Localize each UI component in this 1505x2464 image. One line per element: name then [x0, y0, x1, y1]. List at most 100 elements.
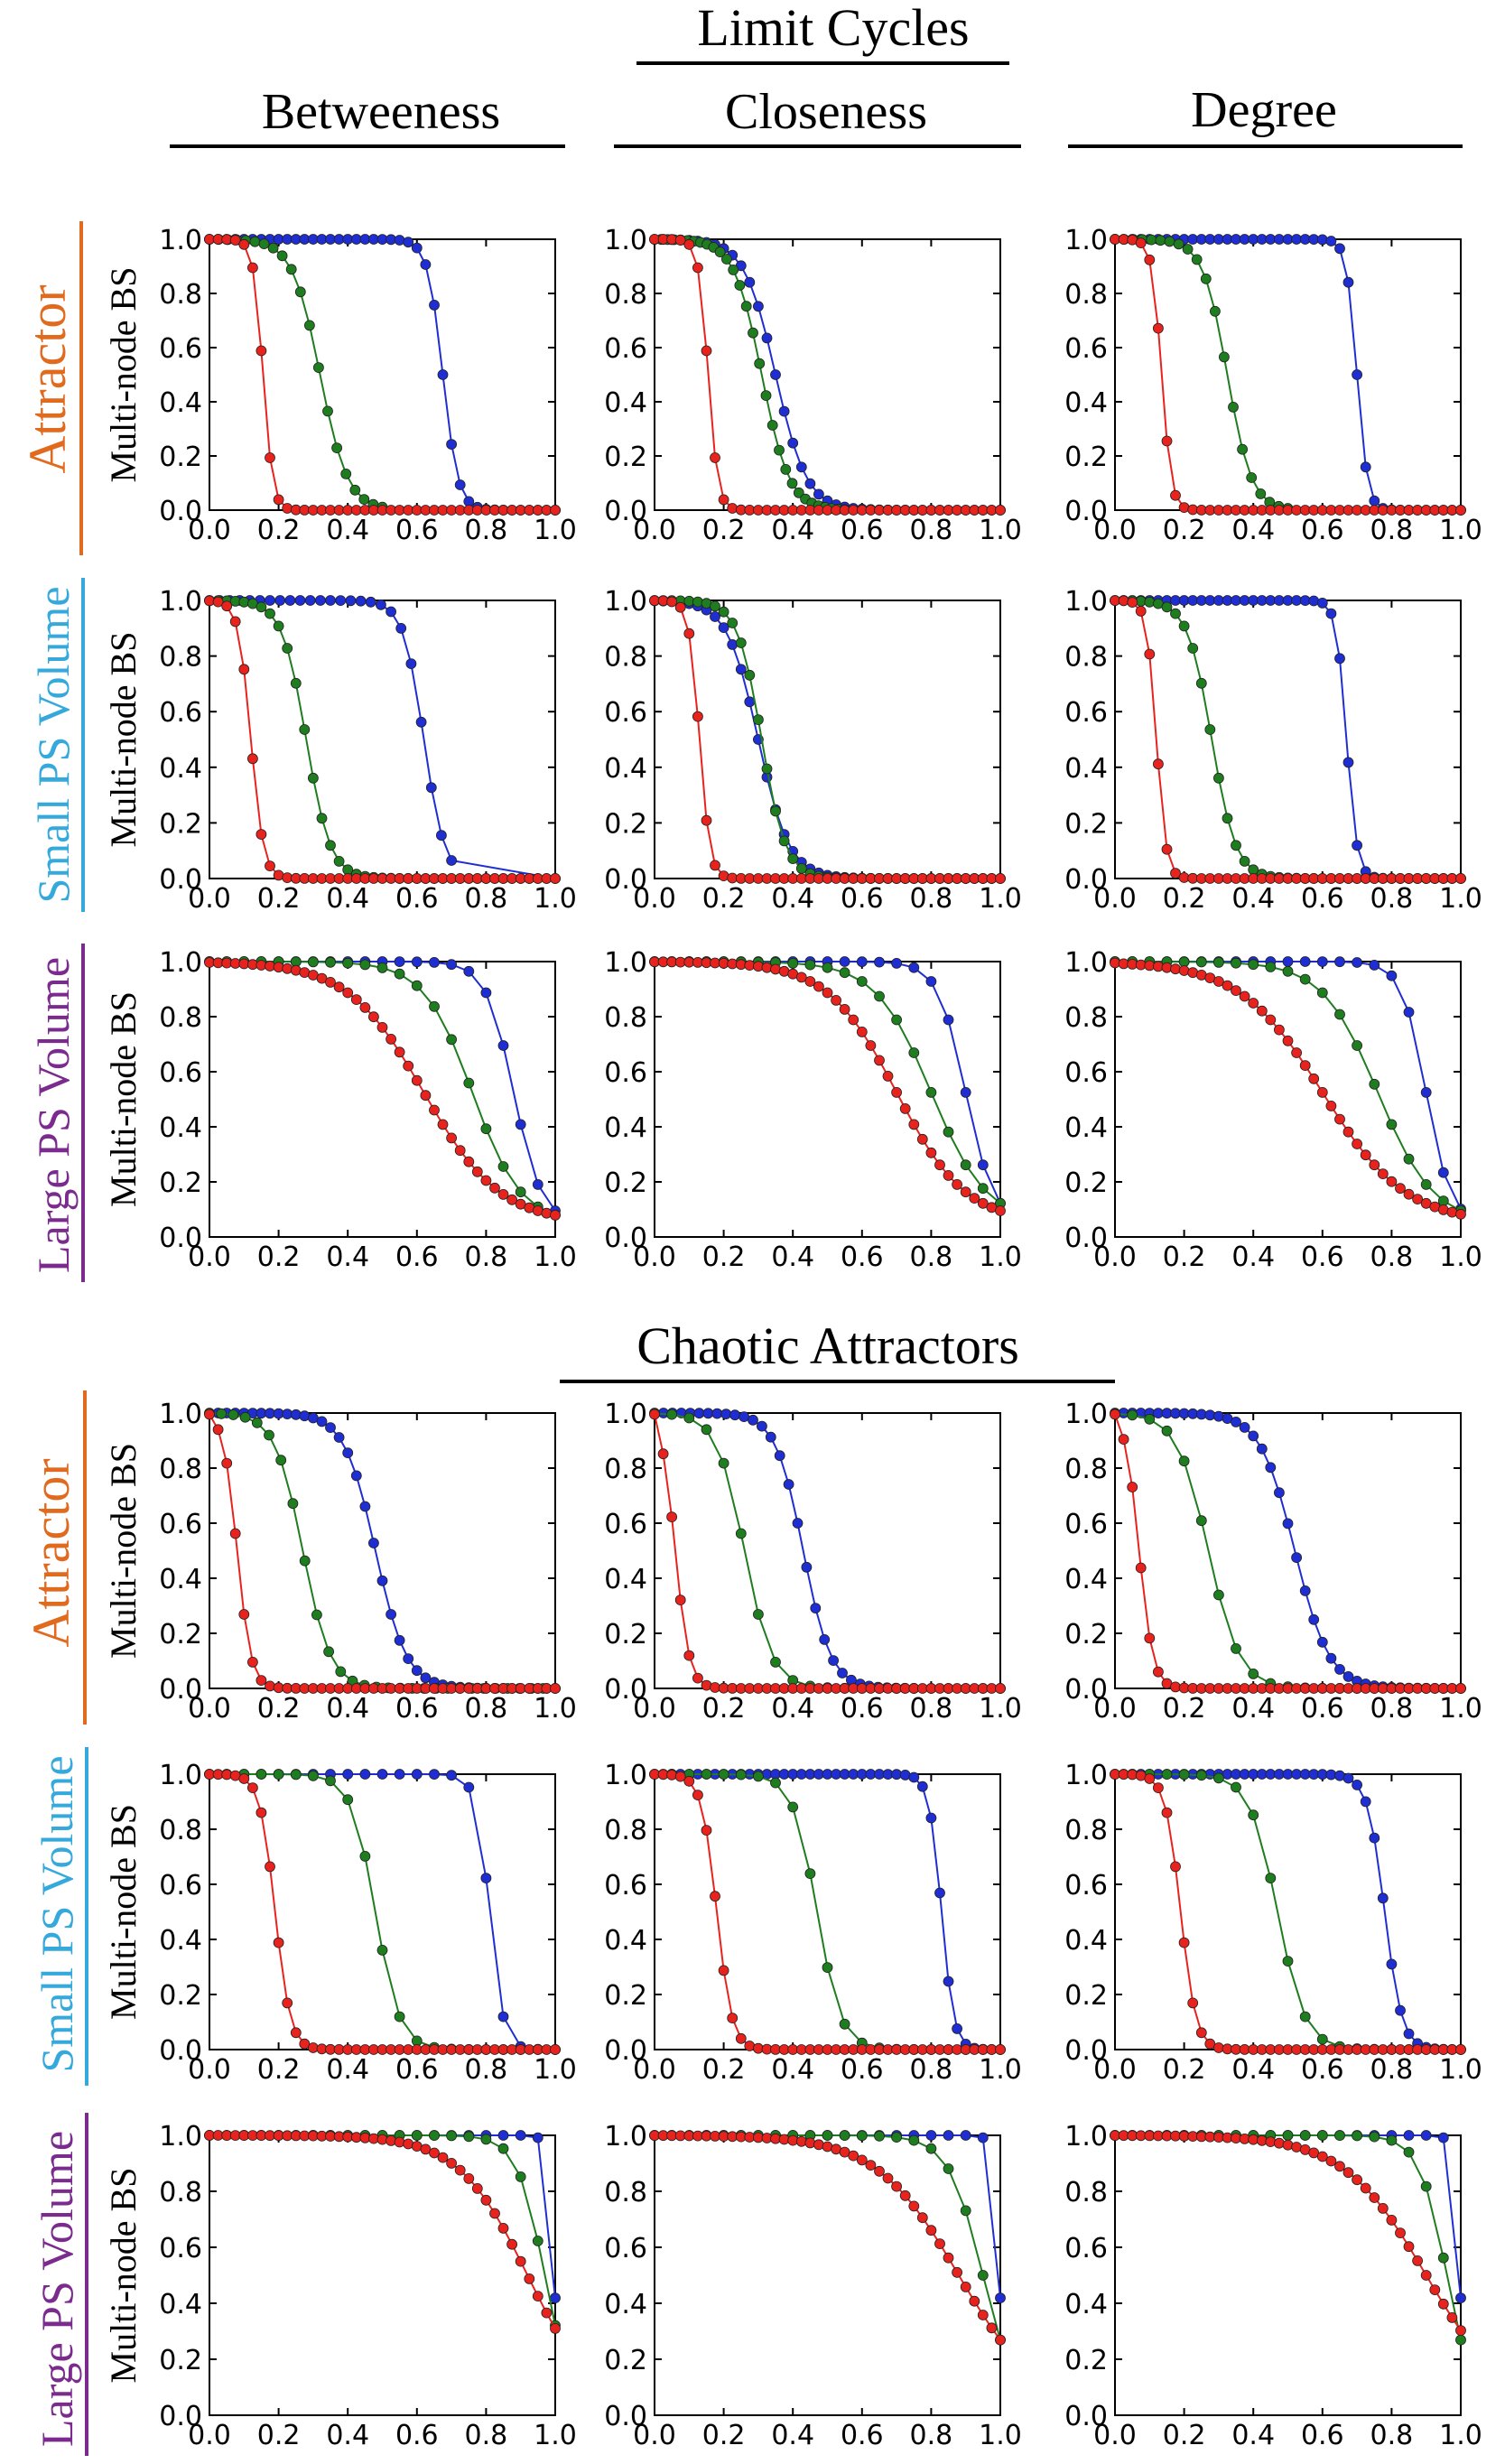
- data-point-green: [1403, 1153, 1415, 1165]
- x-tick-label: 0.6: [841, 2420, 884, 2451]
- data-point-green: [925, 2143, 937, 2154]
- data-point-red: [701, 345, 712, 357]
- data-point-green: [340, 469, 352, 479]
- data-point-blue: [274, 595, 286, 606]
- x-tick-label: 0.4: [1231, 2054, 1275, 2086]
- data-point-green: [1437, 1195, 1449, 1206]
- data-point-red: [515, 2255, 526, 2267]
- data-point-red: [273, 1937, 284, 1948]
- data-point-green: [359, 959, 371, 971]
- row-label-small-ps-volume: Small PS Volume: [32, 1755, 82, 2072]
- data-point-blue: [778, 405, 790, 417]
- x-tick-label: 0.2: [1163, 2420, 1206, 2451]
- data-point-red: [882, 1071, 894, 1082]
- data-point-blue: [710, 611, 720, 622]
- data-point-green: [446, 2130, 458, 2142]
- data-point-red: [1274, 1024, 1285, 1036]
- data-point-blue: [727, 639, 739, 650]
- data-point-red: [839, 1004, 850, 1015]
- data-point-red: [977, 1197, 989, 1209]
- data-point-green: [1248, 1669, 1259, 1679]
- data-point-green: [325, 956, 336, 968]
- data-point-blue: [1352, 957, 1362, 968]
- data-point-blue: [693, 1408, 705, 1419]
- data-point-red: [229, 1528, 241, 1539]
- y-tick-label: 0.0: [1064, 2401, 1108, 2432]
- data-point-red: [718, 494, 729, 506]
- data-point-red: [874, 2165, 885, 2177]
- x-tick-label: 0.8: [910, 883, 953, 915]
- data-point-blue: [284, 595, 296, 606]
- y-tick-label: 0.6: [1064, 1870, 1108, 1901]
- y-tick-label: 1.0: [159, 1760, 202, 1791]
- data-point-blue: [891, 958, 902, 969]
- y-tick-label: 0.0: [159, 2035, 202, 2067]
- data-point-green: [394, 968, 405, 980]
- data-point-red: [1403, 2241, 1415, 2253]
- data-point-red: [718, 870, 729, 881]
- data-point-blue: [1213, 1410, 1224, 1422]
- y-tick-label: 1.0: [604, 2121, 647, 2153]
- data-point-red: [943, 1170, 954, 1181]
- data-point-green: [287, 1498, 299, 1510]
- data-point-green: [376, 962, 388, 973]
- data-point-red: [550, 1210, 561, 1221]
- data-point-green: [1213, 1589, 1224, 1601]
- series-line-blue: [209, 2134, 556, 2299]
- data-point-red: [229, 616, 241, 628]
- data-point-red: [1395, 1183, 1406, 1195]
- data-point-blue: [420, 1672, 432, 1684]
- data-point-blue: [774, 1450, 785, 1462]
- y-tick-label: 0.6: [604, 1057, 647, 1089]
- data-point-red: [273, 962, 284, 973]
- x-tick-label: 0.8: [465, 2054, 508, 2086]
- data-point-blue: [437, 369, 449, 380]
- chart-panel: 0.0 0.2 0.4 0.6 0.8 1.0 0.0 0.2 0.4 0.6 0.8 1.0: [1064, 1760, 1482, 2086]
- x-tick-label: 0.8: [1370, 883, 1414, 915]
- data-point-blue: [720, 1409, 732, 1419]
- x-tick-label: 0.2: [702, 515, 746, 546]
- data-point-red: [1325, 1101, 1337, 1111]
- data-point-blue: [365, 596, 376, 608]
- data-point-red: [1352, 1139, 1362, 1149]
- y-tick-label: 0.6: [159, 1509, 202, 1540]
- chart-panel: 0.0 0.2 0.4 0.6 0.8 1.0 0.0 0.2 0.4 0.6 0.8 1.0: [604, 586, 1022, 915]
- data-point-red: [701, 814, 712, 826]
- x-tick-label: 0.8: [910, 515, 953, 546]
- data-point-blue: [1352, 1780, 1362, 1790]
- data-point-blue: [739, 1411, 749, 1422]
- data-point-green: [1170, 608, 1181, 619]
- data-point-red: [683, 628, 695, 639]
- chart-panel: 0.0 0.2 0.4 0.6 0.8 1.0 0.0 0.2 0.4 0.6 0.8 1.0: [1064, 586, 1482, 915]
- data-point-blue: [711, 1408, 723, 1419]
- x-tick-label: 1.0: [534, 883, 577, 915]
- y-tick-label: 0.8: [1064, 279, 1108, 311]
- data-point-green: [822, 1962, 833, 1974]
- data-point-red: [1282, 2139, 1294, 2151]
- y-tick-label: 0.8: [159, 1002, 202, 1034]
- data-point-green: [701, 1424, 712, 1436]
- y-tick-label: 0.8: [1064, 1815, 1108, 1846]
- y-tick-label: 1.0: [604, 586, 647, 618]
- data-point-red: [1342, 1126, 1354, 1138]
- data-point-green: [239, 1411, 251, 1423]
- data-point-green: [960, 1159, 971, 1171]
- data-point-blue: [1420, 2130, 1432, 2141]
- data-point-red: [1135, 606, 1147, 617]
- x-tick-label: 0.8: [1370, 1241, 1414, 1273]
- data-point-green: [839, 967, 850, 979]
- y-axis-label: Multi-node BS: [103, 632, 144, 848]
- data-point-green: [1237, 443, 1248, 455]
- x-tick-label: 0.0: [1093, 883, 1137, 915]
- data-point-red: [1204, 2038, 1216, 2050]
- data-point-red: [532, 2291, 543, 2302]
- data-point-blue: [828, 1655, 839, 1666]
- data-point-blue: [837, 1668, 848, 1678]
- x-tick-label: 0.6: [1301, 2420, 1344, 2451]
- x-tick-label: 1.0: [1439, 515, 1482, 546]
- y-tick-label: 0.8: [1064, 642, 1108, 674]
- y-tick-label: 0.4: [1064, 1112, 1108, 1144]
- data-point-blue: [1369, 960, 1380, 971]
- data-point-red: [541, 1207, 553, 1219]
- data-point-green: [325, 840, 336, 851]
